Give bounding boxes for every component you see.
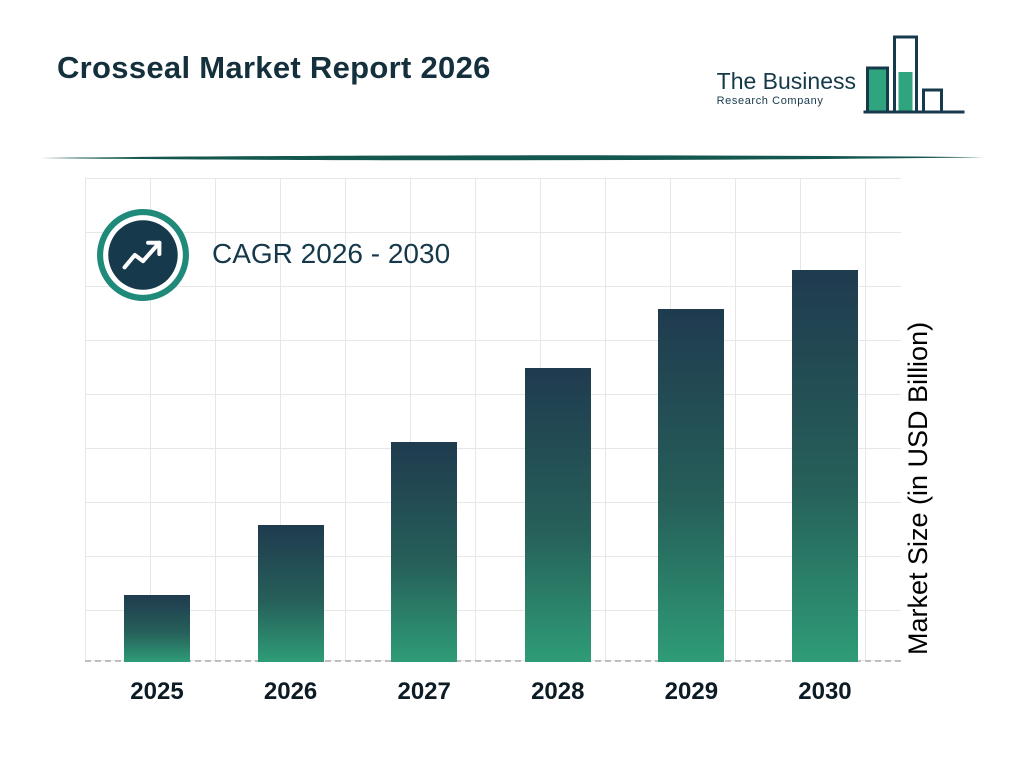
x-label-2025: 2025 — [130, 678, 184, 705]
bar-2025 — [124, 595, 190, 662]
cagr-badge: CAGR 2026 - 2030 — [96, 208, 450, 307]
bar-2027 — [391, 442, 458, 662]
bar-chart: CAGR 2026 - 2030 2025 2026 2027 2028 2029 203… — [0, 170, 1024, 730]
bar-2030 — [791, 270, 858, 662]
bar-2029 — [658, 309, 725, 662]
logo-name: The Business — [716, 67, 856, 94]
x-labels-row: 2025 2026 2027 2028 2029 2030 — [124, 678, 858, 706]
bars-row — [124, 270, 858, 662]
page-title: Crosseal Market Report 2026 — [57, 50, 491, 85]
x-label-2029: 2029 — [664, 678, 719, 705]
cagr-label: CAGR 2026 - 2030 — [212, 237, 451, 269]
x-label-2028: 2028 — [531, 678, 585, 705]
company-logo: The Business Research Company — [717, 34, 968, 123]
logo-text: The Business Research Company — [717, 69, 856, 107]
trend-arrow-icon — [96, 208, 190, 307]
x-label-2026: 2026 — [263, 678, 318, 705]
x-label-2027: 2027 — [397, 678, 451, 705]
bar-chart-logo-icon — [860, 34, 968, 123]
chart-gridlines — [85, 178, 901, 662]
y-axis-label: Market Size (in USD Billion) — [903, 321, 933, 655]
bar-2026 — [257, 525, 324, 662]
logo-subname: Research Company — [716, 95, 824, 107]
x-label-2030: 2030 — [798, 678, 852, 705]
bar-2028 — [524, 368, 591, 662]
